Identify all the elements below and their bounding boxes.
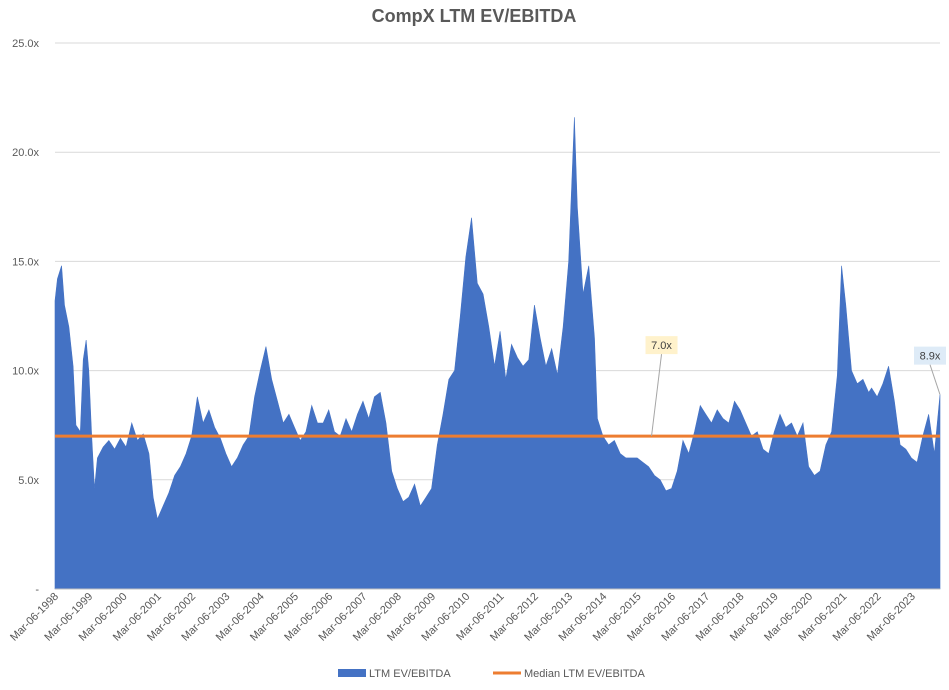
y-tick-label: 25.0x xyxy=(12,38,39,50)
x-axis: Mar-06-1998Mar-06-1999Mar-06-2000Mar-06-… xyxy=(8,588,940,644)
callout-1: 8.9x xyxy=(914,346,946,395)
legend-label: LTM EV/EBITDA xyxy=(369,668,451,680)
callout-box xyxy=(645,336,678,355)
y-tick-label: 10.0x xyxy=(12,366,39,378)
y-tick-label: - xyxy=(35,584,39,596)
y-axis-ticks: - 5.0x 10.0x 15.0x 20.0x 25.0x xyxy=(12,38,39,596)
legend-item-1: Median LTM EV/EBITDA xyxy=(493,668,645,680)
callout-label: 7.0x xyxy=(651,340,672,352)
callout-leader xyxy=(929,364,941,395)
legend-swatch xyxy=(338,669,366,677)
callout-0: 7.0x xyxy=(645,336,678,437)
legend-item-0: LTM EV/EBITDA xyxy=(338,668,451,680)
y-tick-label: 15.0x xyxy=(12,256,39,268)
callout-label: 8.9x xyxy=(920,351,941,363)
series-layer xyxy=(54,117,941,590)
annotations: 7.0x 8.9x xyxy=(645,336,946,437)
y-tick-label: 5.0x xyxy=(18,475,39,487)
callout-leader xyxy=(651,354,663,437)
y-tick-label: 20.0x xyxy=(12,147,39,159)
chart-title: CompX LTM EV/EBITDA xyxy=(372,6,577,26)
legend-label: Median LTM EV/EBITDA xyxy=(524,668,645,680)
ltm-ev-ebitda-area xyxy=(54,117,941,590)
callout-box xyxy=(914,346,946,365)
legend: LTM EV/EBITDA Median LTM EV/EBITDA xyxy=(338,668,645,680)
